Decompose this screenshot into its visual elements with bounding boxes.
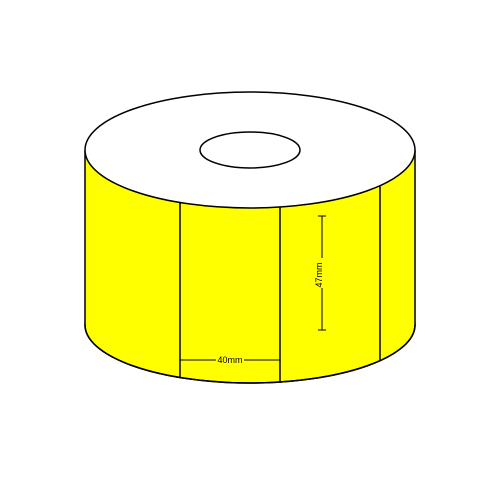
- height-label: 47mm: [314, 262, 324, 287]
- core-hole: [200, 132, 300, 168]
- roll-illustration: 47mm 40mm: [0, 0, 500, 500]
- label-roll-diagram: 47mm 40mm: [0, 0, 500, 500]
- width-label: 40mm: [217, 355, 242, 365]
